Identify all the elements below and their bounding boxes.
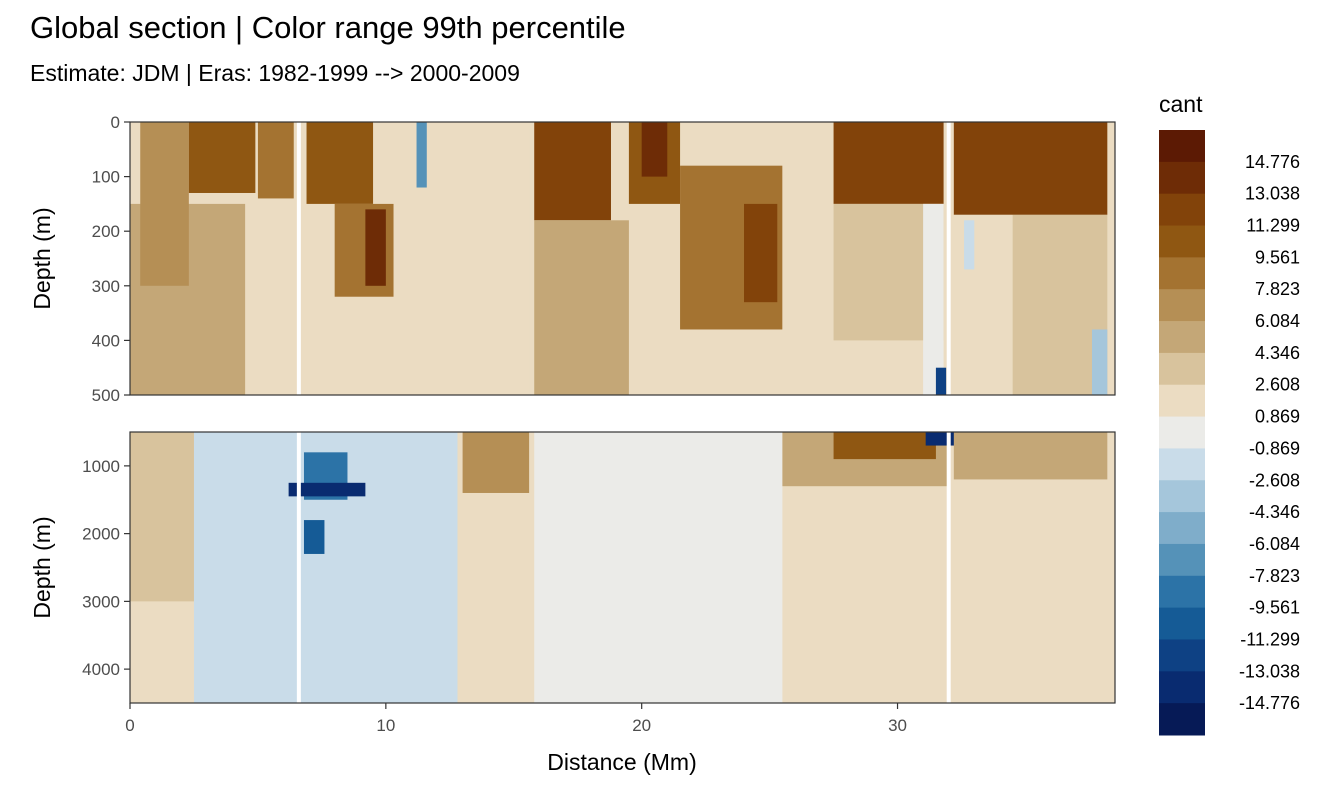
legend: cant 14.776 13.038 11.299 9.561 7.823 6.084 4.3… <box>1159 91 1300 736</box>
contour-region <box>641 122 668 177</box>
y-tick-label: 100 <box>92 168 120 187</box>
y-tick-label: 1000 <box>82 457 120 476</box>
panel-border <box>129 431 1116 704</box>
contour-region <box>406 122 458 395</box>
legend-color-swatch <box>1159 352 1205 386</box>
contour-region <box>953 432 1108 480</box>
y-tick-label: 3000 <box>82 592 120 611</box>
data-gap-line <box>296 432 301 703</box>
lower-panel <box>129 431 1116 704</box>
legend-label: 7.823 <box>1255 279 1300 299</box>
legend-color-swatch <box>1159 416 1205 449</box>
legend-label: 0.869 <box>1255 407 1300 427</box>
legend-color-swatch <box>1159 225 1205 258</box>
legend-label: -6.084 <box>1249 534 1300 554</box>
legend-label: 4.346 <box>1255 343 1300 363</box>
legend-color-swatch <box>1159 607 1205 640</box>
upper-panel <box>129 121 1116 396</box>
y-tick-label: 500 <box>92 386 120 405</box>
legend-label: 14.776 <box>1245 152 1300 172</box>
legend-color-swatch <box>1159 639 1205 672</box>
contour-region <box>833 122 944 204</box>
contour-region <box>303 520 325 554</box>
contour-region <box>953 214 1013 395</box>
legend-label: -0.869 <box>1249 438 1300 458</box>
legend-label: -2.608 <box>1249 470 1300 490</box>
contour-region <box>288 482 366 497</box>
legend-color-swatch <box>1159 193 1205 227</box>
legend-label: -14.776 <box>1239 693 1300 713</box>
data-gap-line <box>296 122 301 395</box>
contour-region <box>534 220 629 395</box>
data-gap-line <box>946 122 951 395</box>
contour-region <box>744 203 778 303</box>
legend-label: -13.038 <box>1239 661 1300 681</box>
x-tick-label: 20 <box>632 716 651 735</box>
legend-color-swatch <box>1159 480 1205 513</box>
contour-region <box>416 122 427 188</box>
x-tick-label: 10 <box>376 716 395 735</box>
legend-title: cant <box>1159 91 1203 117</box>
legend-color-swatch <box>1159 384 1205 418</box>
y-axis-title: Depth (m) <box>29 207 55 309</box>
contour-region <box>782 122 834 395</box>
contour-region <box>1091 329 1108 395</box>
legend-label: -4.346 <box>1249 502 1300 522</box>
legend-label: 11.299 <box>1246 216 1300 236</box>
legend-label: 13.038 <box>1245 184 1300 204</box>
contour-region <box>534 122 611 221</box>
contour-region <box>188 122 256 193</box>
contour-region <box>462 122 530 395</box>
contour-region <box>833 432 936 460</box>
legend-color-swatch <box>1159 161 1205 195</box>
y-tick-label: 2000 <box>82 525 120 544</box>
y-tick-label: 400 <box>92 331 120 350</box>
legend-color-swatch <box>1159 575 1205 609</box>
contour-region <box>257 122 294 199</box>
x-tick-label: 0 <box>125 716 134 735</box>
contour-region <box>1012 214 1108 395</box>
y-tick-label: 0 <box>111 113 120 132</box>
contour-region <box>534 432 783 703</box>
legend-color-swatch <box>1159 130 1205 163</box>
legend-color-swatch <box>1159 671 1205 704</box>
x-tick-label: 30 <box>888 716 907 735</box>
y-tick-label: 4000 <box>82 660 120 679</box>
contour-region <box>964 220 975 270</box>
contour-region <box>365 209 386 286</box>
contour-region <box>306 122 374 204</box>
contour-region <box>935 367 947 395</box>
panel-border <box>129 121 1116 396</box>
legend-label: -7.823 <box>1249 566 1300 586</box>
legend-color-swatch <box>1159 703 1205 736</box>
legend-color-swatch <box>1159 257 1205 290</box>
legend-color-swatch <box>1159 448 1205 481</box>
contour-region <box>462 432 530 493</box>
legend-label: 6.084 <box>1255 311 1300 331</box>
legend-color-swatch <box>1159 321 1205 354</box>
contour-region <box>953 122 1108 215</box>
legend-color-swatch <box>1159 512 1205 545</box>
y-axis-title: Depth (m) <box>29 516 55 618</box>
contour-region <box>923 203 944 395</box>
chart-title: Global section | Color range 99th percen… <box>30 10 626 45</box>
legend-label: -9.561 <box>1249 598 1300 618</box>
y-tick-label: 300 <box>92 277 120 296</box>
legend-label: 2.608 <box>1255 375 1300 395</box>
contour-region <box>925 432 957 446</box>
x-axis-title: Distance (Mm) <box>547 749 697 775</box>
contour-region <box>140 122 189 286</box>
data-gap-line <box>946 432 951 703</box>
legend-label: -11.299 <box>1240 629 1300 649</box>
legend-color-swatch <box>1159 543 1205 577</box>
y-tick-label: 200 <box>92 222 120 241</box>
chart-subtitle: Estimate: JDM | Eras: 1982-1999 --> 2000… <box>30 60 520 86</box>
legend-label: 9.561 <box>1255 247 1300 267</box>
legend-color-swatch <box>1159 289 1205 322</box>
